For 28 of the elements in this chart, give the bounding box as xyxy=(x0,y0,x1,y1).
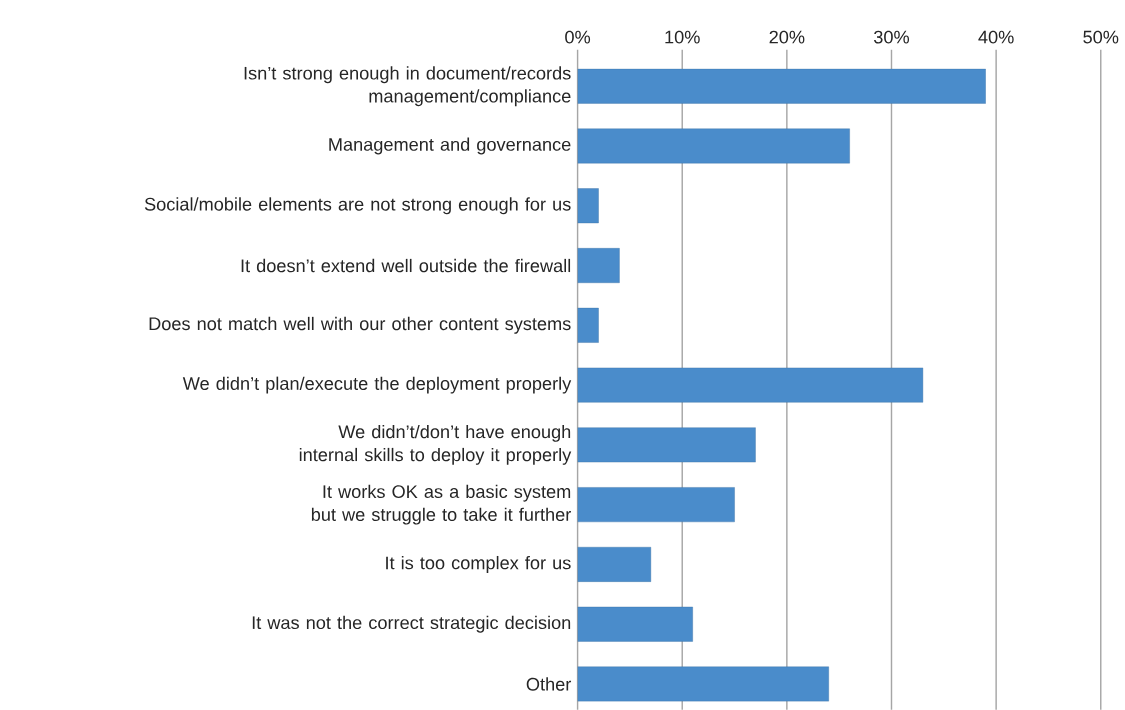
x-tick-label: 40% xyxy=(978,30,1014,44)
y-tick-label: Management and governance xyxy=(329,137,571,155)
y-tick-label: It doesn’t extend well outside the firewall xyxy=(241,258,571,273)
y-tick-label: It was not the correct strategic decision xyxy=(252,615,571,633)
y-tick-label: It works OK as a basic system but we struggle to take it further xyxy=(311,484,571,525)
x-tick-label: 0% xyxy=(565,30,591,44)
y-tick-label: We didn’t/don’t have enough internal skills to deploy it properly xyxy=(299,424,572,465)
bar xyxy=(577,188,599,223)
x-tick-label: 10% xyxy=(665,30,700,44)
bar xyxy=(577,606,693,642)
y-tick-label: Social/mobile elements are not strong enough for us xyxy=(144,197,571,215)
bar xyxy=(577,666,829,702)
y-tick-label: Does not match well with our other content systems xyxy=(149,316,571,334)
bar xyxy=(577,546,652,582)
bar xyxy=(577,128,850,164)
y-tick-label: Isn’t strong enough in document/records management/compliance xyxy=(244,66,571,106)
bar xyxy=(577,307,599,343)
y-tick-label: Other xyxy=(526,677,572,691)
x-tick-label: 20% xyxy=(769,30,805,44)
x-tick-label: 50% xyxy=(1083,30,1119,44)
bar xyxy=(577,247,620,283)
y-tick-label: We didn’t plan/execute the deployment properly xyxy=(182,376,572,394)
bar xyxy=(577,367,924,403)
bar xyxy=(577,427,756,463)
bar xyxy=(577,487,735,522)
x-tick-label: 30% xyxy=(874,30,910,44)
y-tick-label: It is too complex for us xyxy=(386,555,571,573)
bar xyxy=(577,68,986,104)
